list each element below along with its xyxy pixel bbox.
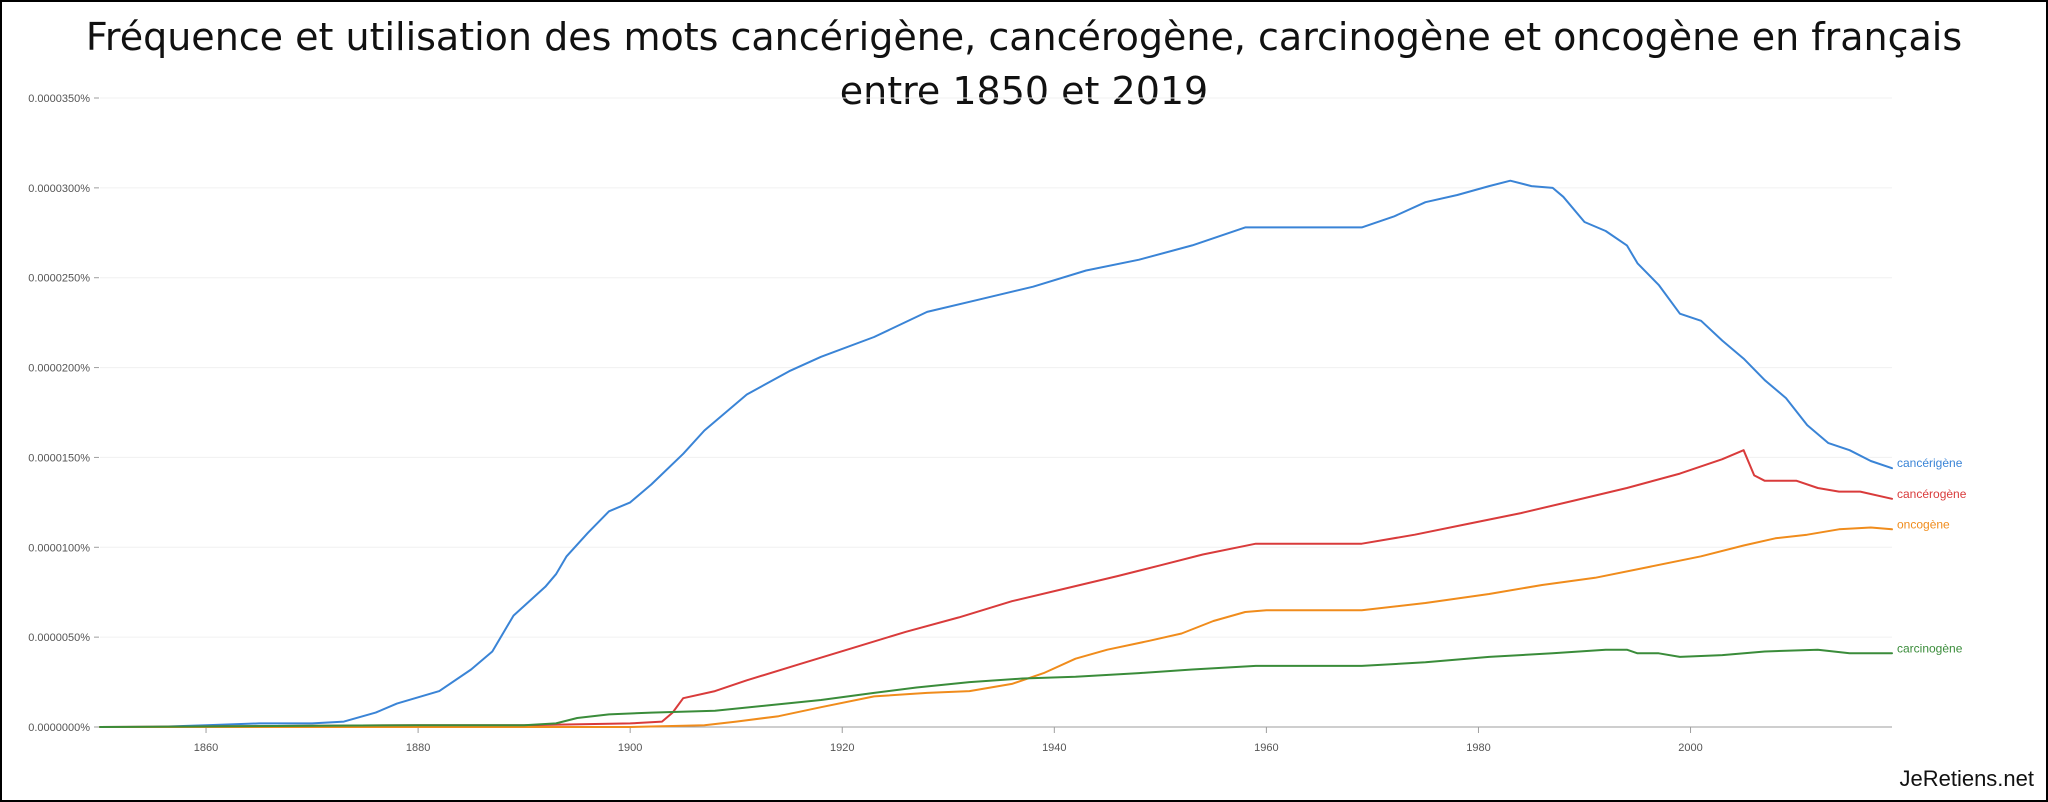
x-tick-label: 1980 bbox=[1466, 742, 1490, 754]
x-tick-label: 2000 bbox=[1678, 742, 1702, 754]
series-line bbox=[99, 179, 1893, 728]
series-label: carcinogène bbox=[1897, 641, 1963, 655]
y-tick-label: 0.0000100% bbox=[28, 542, 90, 554]
series-label: cancérigène bbox=[1897, 456, 1963, 470]
y-tick-label: 0.0000000% bbox=[28, 722, 90, 734]
y-tick-label: 0.0000050% bbox=[28, 632, 90, 644]
series-line bbox=[99, 648, 1893, 728]
x-tick-label: 1960 bbox=[1254, 742, 1278, 754]
y-tick-label: 0.0000250% bbox=[28, 273, 90, 285]
x-tick-label: 1920 bbox=[830, 742, 854, 754]
y-tick-label: 0.0000200% bbox=[28, 363, 90, 375]
series-label: oncogène bbox=[1897, 517, 1950, 531]
watermark: JeRetiens.net bbox=[1899, 766, 2034, 791]
x-tick-label: 1900 bbox=[618, 742, 642, 754]
y-tick-label: 0.0000150% bbox=[28, 452, 90, 464]
series-line bbox=[99, 526, 1893, 728]
y-tick-label: 0.0000350% bbox=[28, 93, 90, 105]
series-line bbox=[99, 449, 1893, 728]
x-tick-label: 1940 bbox=[1042, 742, 1066, 754]
x-tick-label: 1860 bbox=[194, 742, 218, 754]
chart-title: Fréquence et utilisation des mots cancér… bbox=[0, 10, 2048, 118]
series-label: cancérogène bbox=[1897, 487, 1967, 501]
x-tick-label: 1880 bbox=[406, 742, 430, 754]
chart-title-line-2: entre 1850 et 2019 bbox=[839, 69, 1209, 113]
chart-title-line-1: Fréquence et utilisation des mots cancér… bbox=[85, 15, 1963, 59]
y-tick-label: 0.0000300% bbox=[28, 183, 90, 195]
